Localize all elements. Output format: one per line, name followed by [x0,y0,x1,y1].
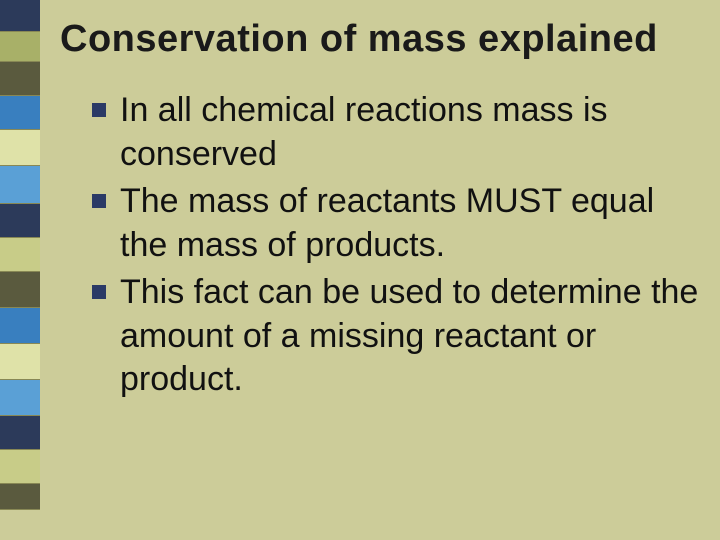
stripe-segment [0,130,40,166]
stripe-segment [0,166,40,204]
slide-title: Conservation of mass explained [60,18,700,61]
bullet-text: This fact can be used to determine the a… [120,273,698,398]
bullet-item: This fact can be used to determine the a… [92,271,700,402]
square-bullet-icon [92,103,106,117]
stripe-segment [0,96,40,130]
square-bullet-icon [92,285,106,299]
stripe-segment [0,344,40,380]
stripe-segment [0,416,40,450]
square-bullet-icon [92,194,106,208]
stripe-segment [0,308,40,344]
bullet-item: In all chemical reactions mass is conser… [92,89,700,176]
decorative-stripe-bar [0,0,40,540]
stripe-segment [0,204,40,238]
stripe-segment [0,238,40,272]
bullet-list: In all chemical reactions mass is conser… [60,89,700,402]
stripe-segment [0,484,40,510]
bullet-item: The mass of reactants MUST equal the mas… [92,180,700,267]
bullet-text: The mass of reactants MUST equal the mas… [120,182,654,264]
stripe-segment [0,32,40,62]
stripe-segment [0,0,40,32]
stripe-segment [0,272,40,308]
stripe-segment [0,450,40,484]
bullet-text: In all chemical reactions mass is conser… [120,91,608,173]
slide-content: Conservation of mass explained In all ch… [60,18,700,406]
stripe-segment [0,380,40,416]
stripe-segment [0,62,40,96]
